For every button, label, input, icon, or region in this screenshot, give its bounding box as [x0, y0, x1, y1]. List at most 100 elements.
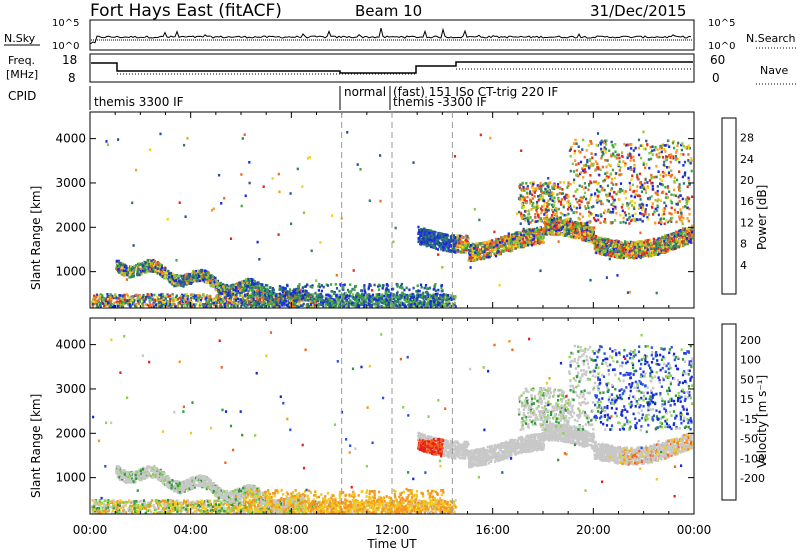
scatter-cell — [419, 301, 422, 305]
scatter-cell — [214, 288, 218, 292]
scatter-cell — [411, 292, 414, 296]
scatter-cell — [311, 295, 314, 299]
scatter-cell — [184, 302, 187, 306]
scatter-cell — [245, 300, 248, 304]
scatter-cell — [409, 298, 412, 301]
scatter-cell — [322, 295, 325, 299]
scatter-cell — [171, 293, 174, 296]
scatter-cell — [341, 285, 344, 288]
scatter-cell — [364, 305, 367, 308]
scatter-cell — [425, 304, 428, 307]
scatter-cell — [238, 287, 241, 290]
scatter-cell — [139, 297, 142, 301]
scatter-cell — [104, 302, 107, 305]
scatter-cell — [206, 279, 209, 283]
scatter-cell — [350, 300, 353, 304]
scatter-cell — [223, 303, 226, 306]
scatter-cell — [250, 304, 253, 308]
scatter-cell — [290, 296, 293, 299]
scatter-cell — [122, 263, 125, 267]
scatter-cell — [219, 291, 222, 295]
scatter-cell — [226, 283, 229, 287]
scatter-cell — [131, 296, 134, 299]
scatter-cell — [306, 304, 309, 308]
scatter-cell — [357, 302, 360, 305]
scatter-cell — [370, 298, 373, 302]
scatter-cell — [251, 280, 254, 283]
scatter-cell — [144, 295, 147, 299]
scatter-cell — [242, 280, 245, 283]
scatter-cell — [378, 284, 381, 288]
scatter-cell — [335, 297, 338, 300]
scatter-cell — [161, 275, 164, 279]
scatter-cell — [397, 303, 401, 306]
scatter-cell — [183, 297, 186, 300]
scatter-cell — [236, 303, 239, 306]
scatter-cell — [207, 301, 210, 305]
scatter-cell — [117, 259, 120, 263]
scatter-cell — [304, 285, 307, 288]
scatter-cell — [243, 299, 246, 302]
scatter-cell — [373, 297, 376, 301]
scatter-cell — [318, 285, 322, 289]
scatter-cell — [99, 302, 102, 305]
scatter-cell — [99, 305, 102, 309]
scatter-cell — [176, 277, 179, 281]
scatter-cell — [442, 304, 445, 308]
scatter-cell — [199, 277, 202, 280]
scatter-cell — [251, 304, 254, 308]
scatter-cell — [115, 300, 118, 304]
scatter-cell — [398, 286, 402, 289]
scatter-cell — [259, 300, 262, 303]
scatter-cell — [92, 296, 95, 300]
scatter-cell — [178, 274, 181, 278]
scatter-cell — [301, 299, 304, 302]
scatter-cell — [203, 273, 206, 277]
scatter-cell — [429, 300, 432, 303]
scatter-cell — [501, 240, 504, 243]
scatter-cell — [119, 296, 122, 300]
scatter-cell — [324, 303, 328, 306]
scatter-cell — [254, 295, 257, 298]
scatter-cell — [305, 298, 308, 301]
scatter-cell — [309, 285, 312, 288]
scatter-cell — [211, 283, 214, 286]
scatter-cell — [265, 292, 268, 296]
scatter-cell — [186, 297, 189, 301]
scatter-cell — [190, 293, 193, 296]
scatter-cell — [251, 290, 254, 294]
scatter-cell — [274, 292, 277, 296]
scatter-cell — [613, 244, 616, 247]
freq-right-tick-high: 60 — [710, 53, 725, 67]
scatter-cell — [125, 301, 128, 304]
scatter-cell — [649, 238, 652, 242]
scatter-cell — [95, 303, 99, 306]
scatter-cell — [199, 298, 202, 302]
scatter-cell — [200, 269, 203, 272]
scatter-cell — [251, 302, 254, 305]
scatter-cell — [662, 251, 665, 254]
scatter-cell — [139, 270, 142, 273]
scatter-cell — [295, 300, 298, 304]
scatter-cell — [260, 285, 263, 289]
scatter-cell — [268, 294, 271, 297]
scatter-cell — [301, 290, 305, 293]
frequency-trace — [91, 61, 693, 75]
scatter-cell — [229, 284, 232, 288]
scatter-cell — [121, 271, 124, 274]
scatter-cell — [160, 301, 163, 305]
scatter-cell — [252, 298, 255, 301]
scatter-cell — [321, 298, 324, 302]
scatter-cell — [155, 261, 158, 265]
scatter-cell — [108, 297, 111, 301]
scatter-cell — [223, 296, 226, 300]
scatter-cell — [278, 286, 282, 290]
scatter-cell — [173, 302, 176, 306]
scatter-cell — [186, 272, 189, 276]
scatter-cell — [141, 266, 144, 269]
scatter-cell — [181, 300, 185, 303]
scatter-cell — [151, 260, 154, 264]
scatter-cell — [368, 293, 371, 296]
scatter-cell — [335, 294, 338, 297]
scatter-cell — [376, 298, 379, 302]
